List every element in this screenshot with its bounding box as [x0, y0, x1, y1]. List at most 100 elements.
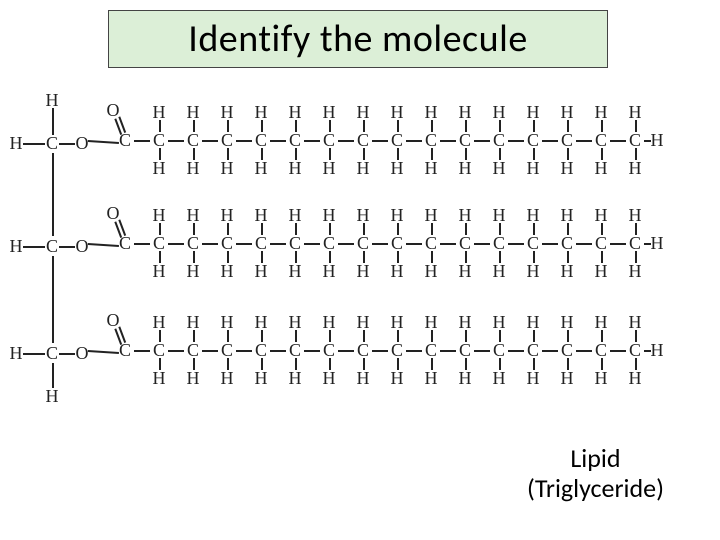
chain1-h-top10: H	[456, 206, 474, 224]
ester-o-1: O	[73, 237, 91, 255]
bond	[576, 140, 592, 142]
bond	[533, 358, 535, 370]
bond	[440, 350, 456, 352]
bond	[397, 223, 399, 235]
chain2-h-bot8: H	[388, 369, 406, 387]
chain0-h-top9: H	[422, 103, 440, 121]
chain0-h-bot14: H	[592, 159, 610, 177]
chain1-h-top3: H	[218, 206, 236, 224]
chain2-h-top1: H	[150, 313, 168, 331]
bond	[88, 350, 119, 353]
bond	[338, 243, 354, 245]
chain2-c9: C	[422, 341, 440, 359]
chain1-h-bot6: H	[320, 262, 338, 280]
bond	[193, 330, 195, 342]
bond	[338, 140, 354, 142]
chain0-h-bot5: H	[286, 159, 304, 177]
chain0-h-bot7: H	[354, 159, 372, 177]
chain0-c11: C	[490, 131, 508, 149]
bond	[261, 223, 263, 235]
molecule-structure: HHCOHCOHCOHCOCHHCHHCHHCHHCHHCHHCHHCHHCHH…	[10, 80, 710, 440]
bond	[431, 148, 433, 160]
chain0-h-top3: H	[218, 103, 236, 121]
chain1-c15: C	[626, 234, 644, 252]
chain1-h-bot2: H	[184, 262, 202, 280]
chain0-c8: C	[388, 131, 406, 149]
bond	[134, 243, 150, 245]
bond	[202, 140, 218, 142]
chain2-h-top7: H	[354, 313, 372, 331]
bond	[23, 143, 45, 145]
bond	[635, 148, 637, 160]
chain2-h-top9: H	[422, 313, 440, 331]
chain2-h-top8: H	[388, 313, 406, 331]
bond	[236, 140, 252, 142]
chain1-h-bot14: H	[592, 262, 610, 280]
bond	[499, 330, 501, 342]
chain0-c10: C	[456, 131, 474, 149]
chain2-h-bot7: H	[354, 369, 372, 387]
bond	[431, 223, 433, 235]
bond	[406, 140, 422, 142]
bond	[397, 358, 399, 370]
bond	[304, 140, 320, 142]
chain1-h-bot3: H	[218, 262, 236, 280]
chain1-c8: C	[388, 234, 406, 252]
bond	[542, 350, 558, 352]
bond	[372, 350, 388, 352]
bond	[52, 363, 54, 388]
chain1-h-top1: H	[150, 206, 168, 224]
bond	[465, 251, 467, 263]
chain2-c0: C	[116, 341, 134, 359]
bond	[236, 243, 252, 245]
chain2-h-bot14: H	[592, 369, 610, 387]
bond	[610, 243, 626, 245]
bond	[329, 148, 331, 160]
chain2-h-top15: H	[626, 313, 644, 331]
bond	[202, 350, 218, 352]
bond	[397, 120, 399, 132]
chain0-h-top10: H	[456, 103, 474, 121]
bond	[202, 243, 218, 245]
bond	[499, 148, 501, 160]
bond	[295, 358, 297, 370]
chain2-c10: C	[456, 341, 474, 359]
chain0-h-top8: H	[388, 103, 406, 121]
bond	[601, 120, 603, 132]
chain0-c2: C	[184, 131, 202, 149]
chain0-h-top12: H	[524, 103, 542, 121]
bond	[329, 251, 331, 263]
bond	[295, 148, 297, 160]
bond	[338, 350, 354, 352]
bond	[159, 223, 161, 235]
chain2-h-bot6: H	[320, 369, 338, 387]
title-text: Identify the molecule	[188, 16, 527, 62]
bond	[610, 350, 626, 352]
bond	[23, 353, 45, 355]
bond	[227, 120, 229, 132]
bond	[304, 350, 320, 352]
chain2-h-bot13: H	[558, 369, 576, 387]
bond	[567, 330, 569, 342]
chain1-c3: C	[218, 234, 236, 252]
chain2-h-top14: H	[592, 313, 610, 331]
chain0-h-bot4: H	[252, 159, 270, 177]
chain1-h-top12: H	[524, 206, 542, 224]
bond	[134, 140, 150, 142]
chain0-h-bot15: H	[626, 159, 644, 177]
chain2-h-top6: H	[320, 313, 338, 331]
bond	[406, 243, 422, 245]
bond	[193, 148, 195, 160]
bond	[567, 251, 569, 263]
bond	[363, 148, 365, 160]
answer-label: Lipid (Triglyceride)	[527, 444, 664, 504]
bond	[159, 251, 161, 263]
chain0-h-bot11: H	[490, 159, 508, 177]
bond	[533, 251, 535, 263]
chain0-h-bot6: H	[320, 159, 338, 177]
chain2-c1: C	[150, 341, 168, 359]
chain1-h-top15: H	[626, 206, 644, 224]
bond	[508, 243, 524, 245]
bond	[134, 350, 150, 352]
bond	[295, 251, 297, 263]
